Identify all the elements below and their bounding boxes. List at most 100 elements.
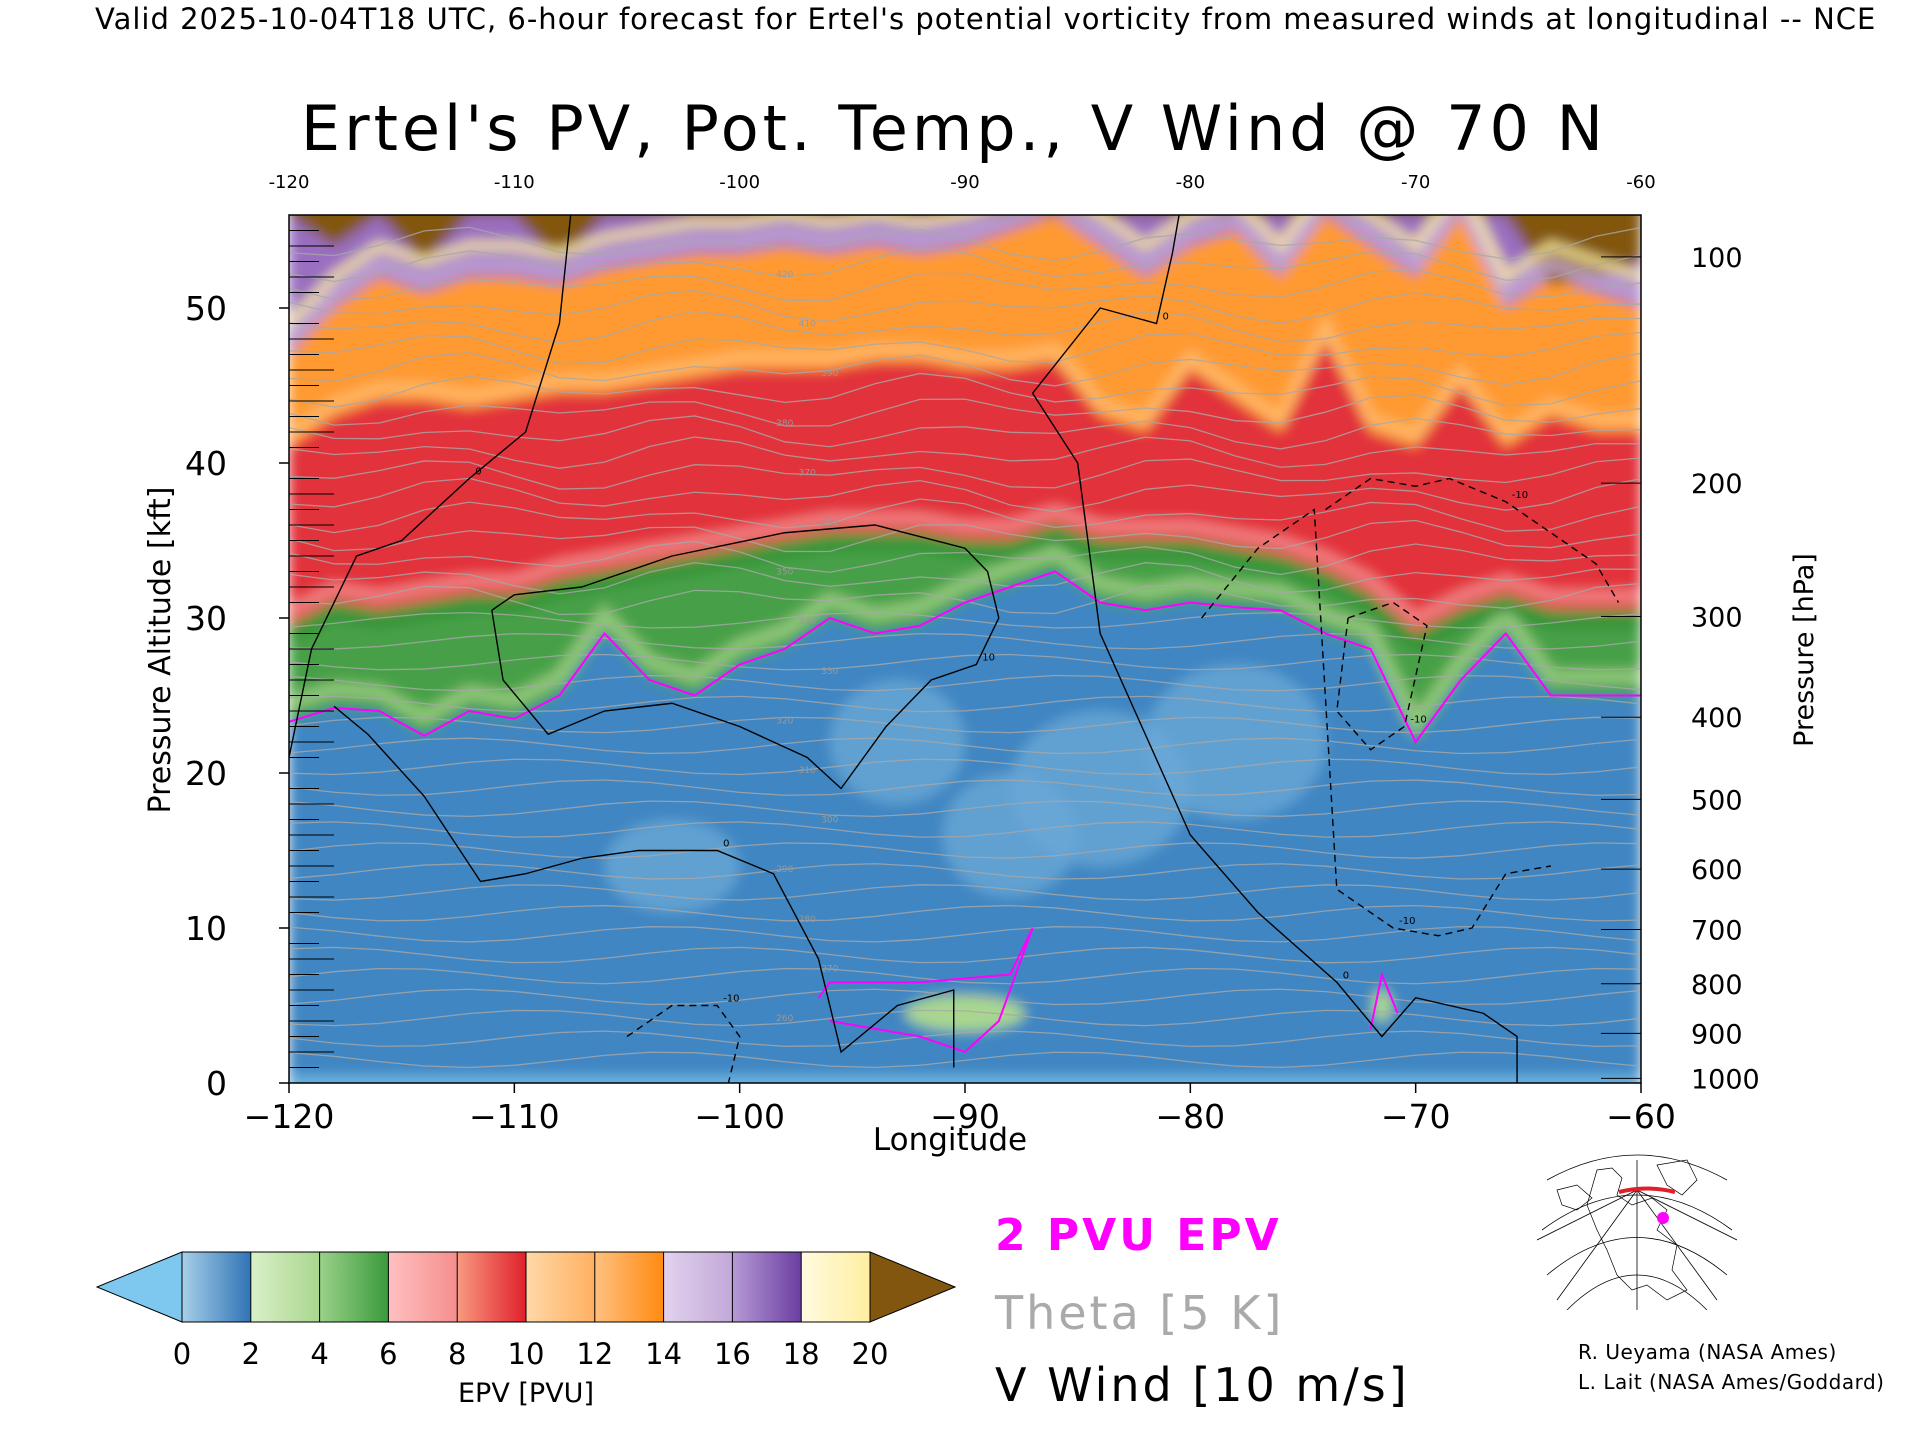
theta-contour-line [289, 821, 1641, 838]
two-pvu-blob [817, 927, 1034, 1054]
colorbar-high-arrow [869, 1251, 957, 1323]
pv-surface-layer [289, 1075, 1641, 1083]
theta-contour-line [289, 268, 1641, 302]
y-tick-label: 50 [185, 289, 227, 328]
theta-contour-label: 350 [776, 568, 793, 578]
location-map-icon [1537, 1154, 1737, 1310]
x-top-tick-label: -90 [950, 172, 979, 193]
v-wind-contour-label: 0 [1343, 970, 1349, 981]
legend-pv: 2 PVU EPV [995, 1210, 1282, 1261]
theta-contour-line [289, 779, 1641, 796]
pressure-tick-label: 100 [1691, 243, 1743, 274]
colorbar-tick-label: 2 [242, 1337, 260, 1371]
pv-light-patch [942, 773, 1078, 897]
theta-contour-line [289, 477, 1641, 513]
v-wind-contour-label: 10 [982, 653, 995, 664]
pv-light-patch [604, 819, 740, 913]
theta-contour-line [289, 310, 1641, 344]
x-tick-label: −100 [694, 1097, 785, 1136]
theta-contours: 420 410 390 380 370 360 350 340 330 320 310 300 290 2… [289, 226, 1641, 1069]
colorbar-tick-label: 12 [576, 1337, 613, 1371]
theta-contour-label: 360 [821, 518, 838, 528]
x-top-tick-label: -120 [269, 172, 310, 193]
v-wind-contour-line [626, 1004, 741, 1083]
theta-contour-line [289, 842, 1641, 859]
pv-low-blob [905, 995, 1025, 1032]
theta-contour-line [289, 372, 1641, 408]
x-tick-label: −60 [1606, 1097, 1676, 1136]
pv-band-edge [289, 312, 1641, 444]
pv-band [289, 339, 1641, 634]
x-tick-label: −70 [1381, 1097, 1451, 1136]
theta-contour-label: 260 [776, 1014, 793, 1024]
theta-contour-label: 310 [799, 766, 816, 776]
colorbar-segment [594, 1252, 665, 1322]
theta-contour-line [289, 716, 1641, 734]
theta-contour-label: 420 [776, 270, 793, 280]
theta-contour-line [289, 1051, 1641, 1069]
pressure-tick-label: 500 [1691, 785, 1743, 816]
pv-band [289, 215, 1641, 448]
theta-contour-line [289, 415, 1641, 450]
x-top-tick-label: -70 [1401, 172, 1430, 193]
colorbar-low-arrow [95, 1251, 183, 1323]
v-wind-contour-line [333, 705, 955, 1068]
theta-contour-line [289, 611, 1641, 629]
chart-title: Ertel's PV, Pot. Temp., V Wind @ 70 N [0, 92, 1920, 165]
y-tick-label: 20 [185, 754, 227, 793]
colorbar: 0 2 4 6 8 10 12 14 16 18 20 EPV [PVU] [95, 1251, 957, 1409]
theta-contour-label: 320 [776, 716, 793, 726]
colorbar-tick-label: 16 [714, 1337, 751, 1371]
pv-field [289, 215, 1641, 1083]
theta-contour-line [289, 289, 1641, 324]
pressure-tick-label: 900 [1691, 1019, 1743, 1050]
y2-axis-label: Pressure [hPa] [1789, 553, 1820, 747]
two-pvu-blob [1369, 971, 1399, 1029]
pv-band-edge [289, 545, 1641, 737]
v-wind-contour-label: 0 [1163, 312, 1169, 323]
colorbar-tick-label: 18 [783, 1337, 820, 1371]
colorbar-tick-label: 20 [852, 1337, 889, 1371]
v-wind-contour-line [289, 215, 572, 758]
v-wind-contour-label: -10 [1512, 490, 1528, 501]
theta-contour-line [289, 653, 1641, 671]
two-pvu-contours [289, 570, 1641, 1054]
theta-contour-line [289, 582, 1641, 616]
colorbar-tick-label: 10 [508, 1337, 545, 1371]
theta-contour-line [289, 925, 1641, 943]
credit-line: R. Ueyama (NASA Ames) [1578, 1340, 1837, 1364]
theta-contour-line [289, 904, 1641, 922]
x-tick-label: −80 [1156, 1097, 1226, 1136]
theta-contour-line [289, 561, 1641, 595]
v-wind-contour-line [1032, 215, 1180, 394]
theta-contour-line [289, 394, 1641, 427]
theta-contour-line [289, 436, 1641, 469]
theta-contour-label: 410 [799, 320, 816, 330]
theta-contour-line [289, 884, 1641, 901]
y-tick-label: 0 [206, 1064, 227, 1103]
colorbar-segment [801, 1252, 871, 1322]
legend-theta: Theta [5 K] [995, 1286, 1285, 1340]
colorbar-segment [319, 1252, 389, 1322]
theta-contour-line [289, 946, 1641, 964]
colorbar-tick-label: 14 [645, 1337, 682, 1371]
v-wind-contour-label: -10 [723, 994, 739, 1005]
y-axis-label: Pressure Altitude [kft] [143, 487, 178, 814]
colorbar-segment [526, 1252, 596, 1322]
theta-contour-label: 300 [821, 816, 838, 826]
theta-contour-line [289, 457, 1641, 490]
y-tick-label: 40 [185, 444, 227, 483]
theta-contour-line [289, 247, 1641, 283]
theta-contour-line [289, 352, 1641, 387]
theta-contour-line [289, 498, 1641, 534]
x-top-tick-label: -80 [1176, 172, 1205, 193]
theta-contour-line [289, 331, 1641, 365]
theta-contour-line [289, 540, 1641, 576]
colorbar-label: EPV [PVU] [458, 1378, 594, 1409]
theta-contour-line [289, 519, 1641, 553]
v-wind-contour-line [1032, 392, 1518, 1083]
v-wind-contour-line [1201, 508, 1551, 937]
x-tick-label: −110 [469, 1097, 560, 1136]
colorbar-segment [388, 1252, 458, 1322]
